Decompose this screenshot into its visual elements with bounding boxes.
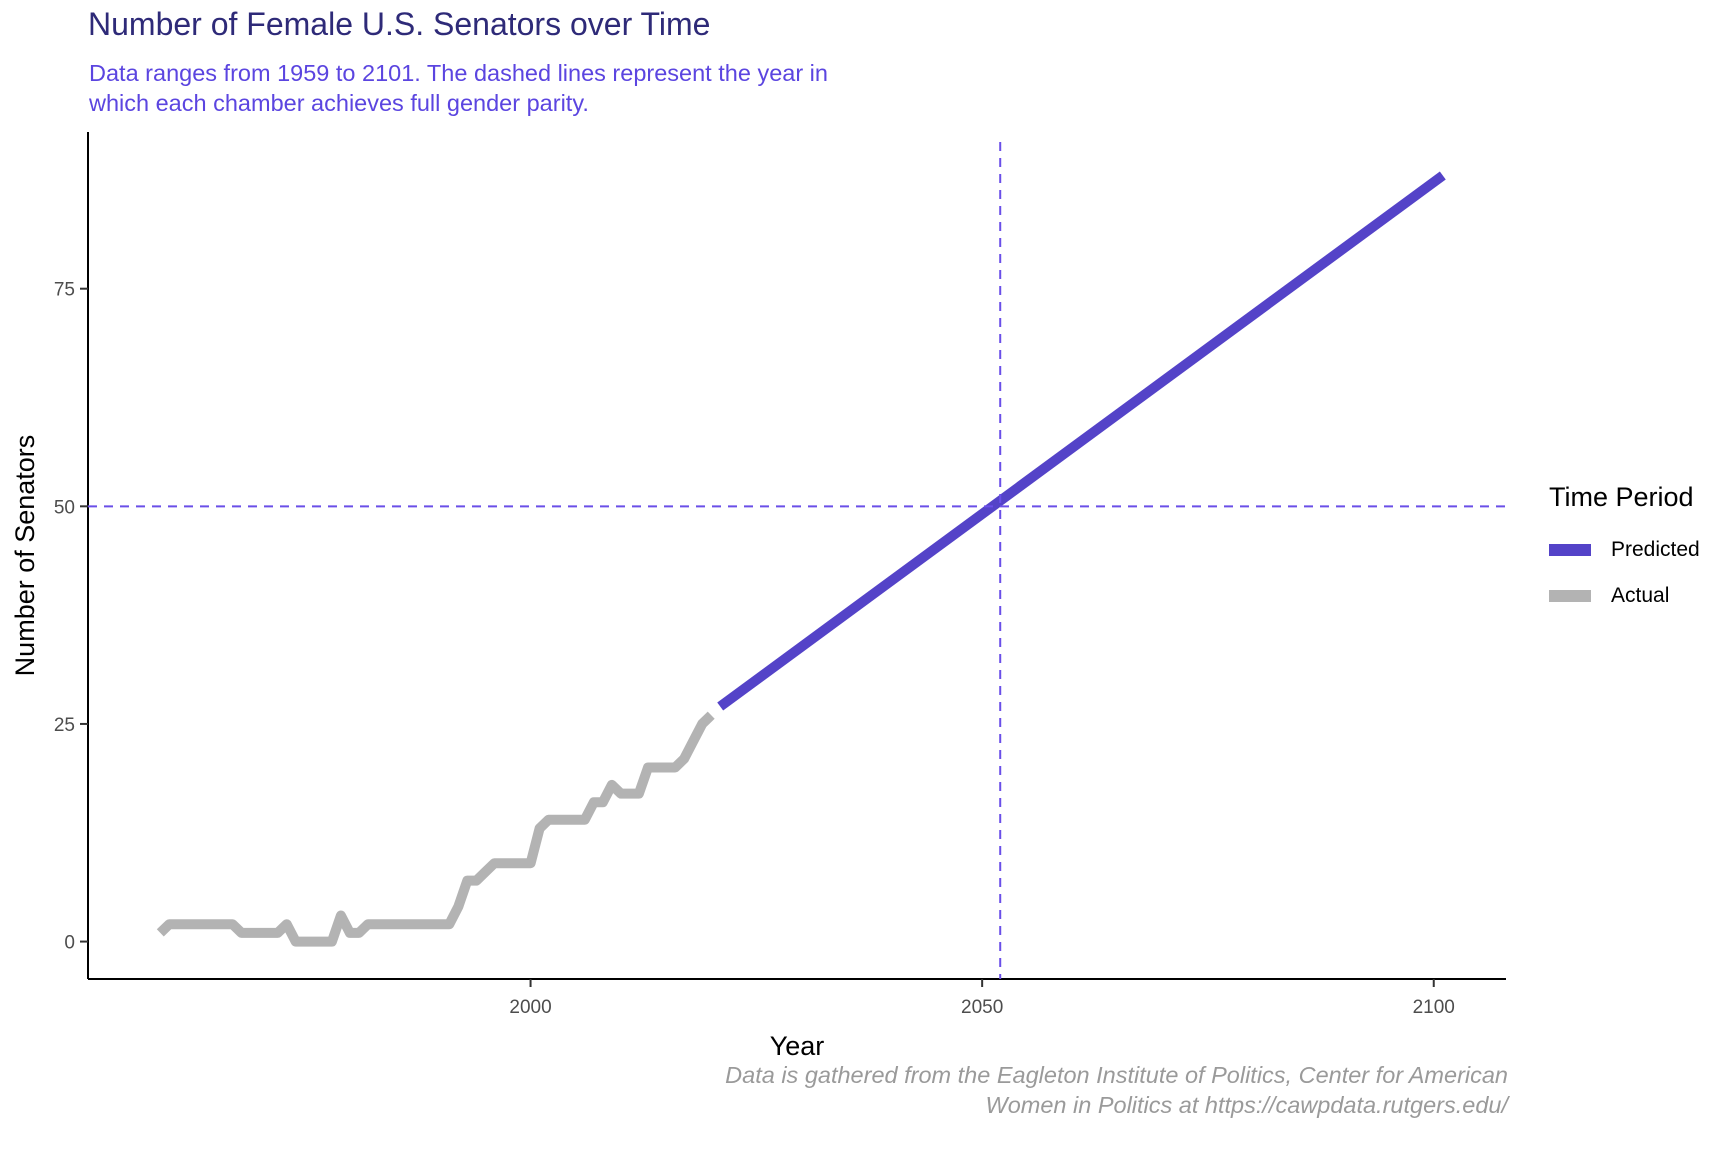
x-tick-label: 2050: [961, 997, 1003, 1018]
y-tick-label: 50: [54, 497, 75, 518]
legend-item-actual: Actual: [1549, 573, 1700, 619]
legend: Time Period Predicted Actual: [1549, 482, 1700, 619]
legend-label-predicted: Predicted: [1611, 538, 1700, 561]
chart-caption: Data is gathered from the Eagleton Insti…: [725, 1062, 1508, 1118]
x-tick-label: 2100: [1413, 997, 1455, 1018]
chart-title: Number of Female U.S. Senators over Time: [88, 6, 711, 42]
legend-key-actual: [1549, 590, 1591, 602]
legend-label-actual: Actual: [1611, 584, 1670, 607]
y-tick-label: 75: [54, 280, 75, 301]
legend-title: Time Period: [1549, 482, 1694, 512]
y-axis-title: Number of Senators: [10, 435, 40, 677]
legend-key-predicted: [1549, 544, 1591, 556]
series-line-predicted: [717, 171, 1446, 711]
series-line-actual: [156, 711, 715, 947]
x-axis-title: Year: [770, 1031, 825, 1061]
legend-item-predicted: Predicted: [1549, 527, 1700, 573]
y-tick-label: 25: [54, 715, 75, 736]
y-tick-label: 0: [64, 933, 75, 954]
chart-subtitle: Data ranges from 1959 to 2101. The dashe…: [89, 60, 828, 116]
x-tick-label: 2000: [509, 997, 551, 1018]
